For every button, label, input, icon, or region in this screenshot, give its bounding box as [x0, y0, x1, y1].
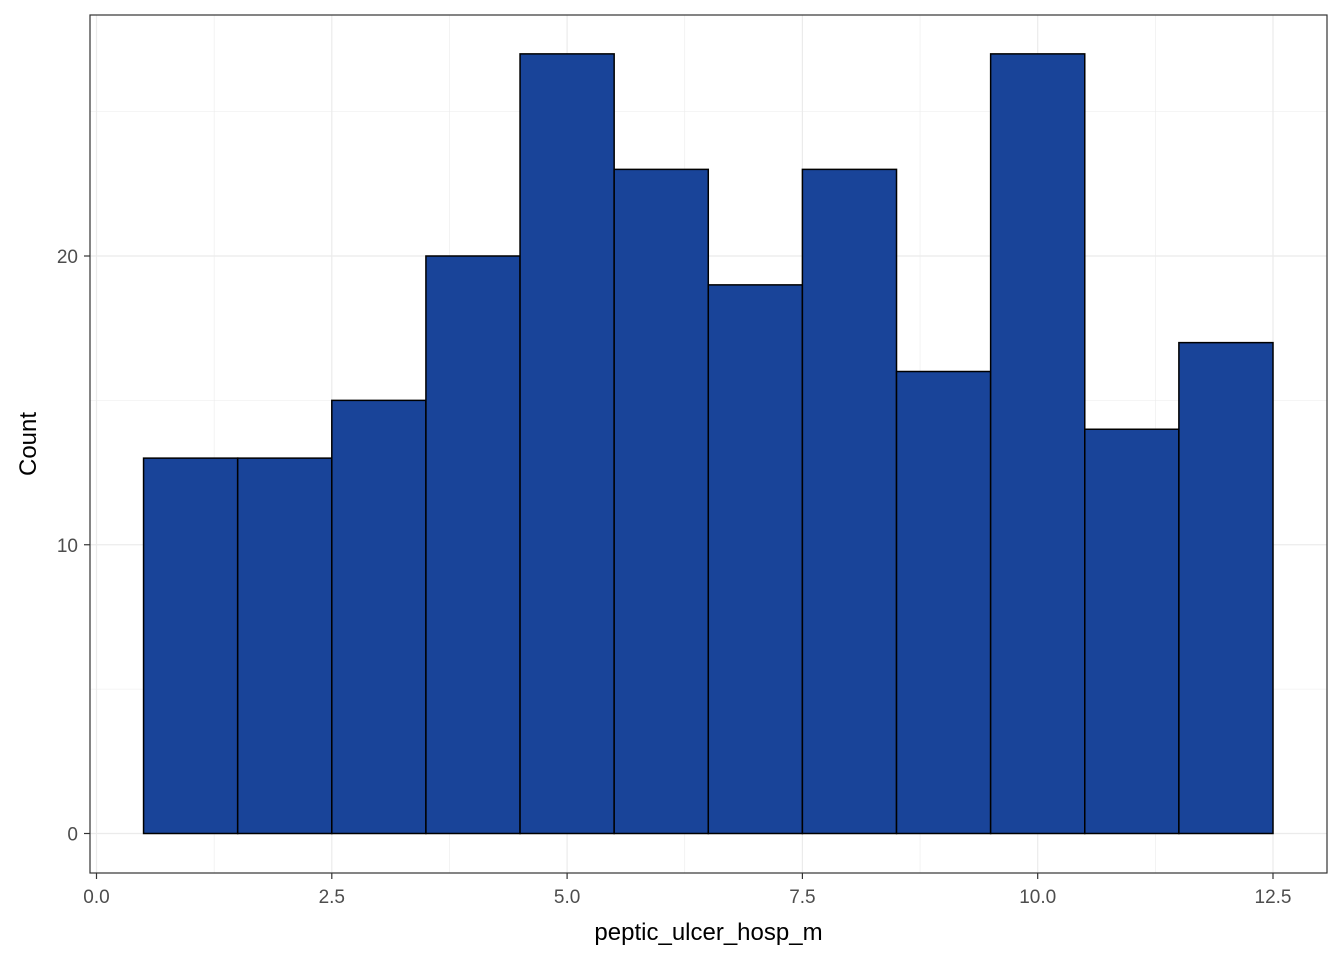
y-tick-label: 20: [57, 247, 78, 268]
histogram-bar-2: [236, 457, 333, 835]
panel-border: [89, 14, 1328, 874]
histogram-bar-7: [707, 284, 804, 835]
x-tick-label: 7.5: [789, 887, 815, 908]
x-axis-ticks: 0.0 2.5 5.0 7.5 10.0 12.5: [83, 873, 1291, 908]
histogram-bar-4: [425, 255, 521, 835]
x-tick-label: 12.5: [1255, 887, 1292, 908]
histogram-bar-11: [1084, 428, 1180, 835]
histogram-bar-6: [613, 168, 710, 835]
x-tick-label: 0.0: [83, 887, 109, 908]
histogram-bar-1: [142, 457, 239, 835]
y-axis-title: Count: [15, 412, 42, 476]
x-axis-title: peptic_ulcer_hosp_m: [594, 919, 822, 946]
histogram-bar-10: [989, 53, 1086, 835]
y-tick-label: 0: [67, 825, 78, 846]
histogram-bar-3: [331, 399, 427, 835]
histogram-bar-9: [895, 370, 992, 835]
y-axis-ticks: 0 10 20: [57, 247, 90, 846]
x-tick-label: 5.0: [554, 887, 580, 908]
histogram-bar-8: [801, 168, 898, 835]
x-tick-label: 10.0: [1019, 887, 1056, 908]
histogram-bars: [142, 53, 1274, 835]
y-tick-label: 10: [57, 536, 78, 557]
histogram-bar-5: [519, 53, 615, 835]
x-tick-label: 2.5: [319, 887, 345, 908]
histogram-bar-12: [1178, 341, 1274, 835]
